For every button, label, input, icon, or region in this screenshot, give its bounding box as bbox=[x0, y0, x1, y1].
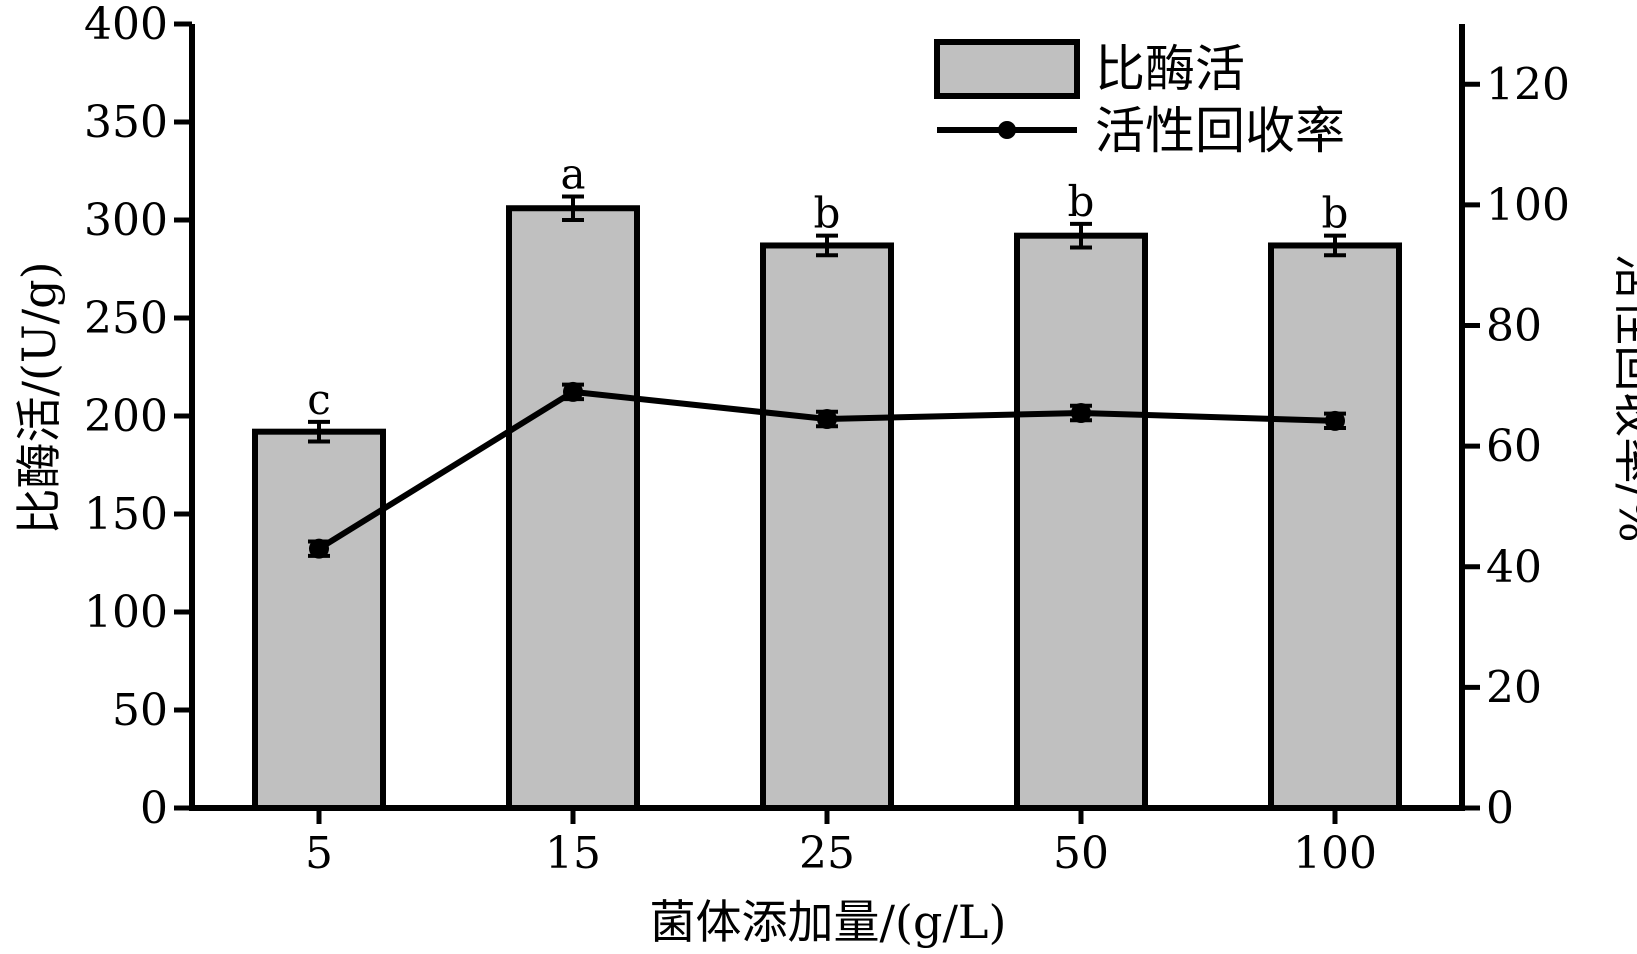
bar-50 bbox=[1014, 232, 1148, 811]
bar-15 bbox=[506, 205, 640, 812]
ticks-layer: 0 50 100 150 200 250 300 350 400 0 20 40 60 80 100 120 5… bbox=[84, 0, 1570, 879]
y2-axis-title: 活性回收率/% bbox=[1609, 253, 1637, 542]
bar-5 bbox=[252, 428, 386, 811]
x-tick-label-15: 15 bbox=[545, 828, 601, 879]
y2-tick-label-120: 120 bbox=[1486, 59, 1570, 110]
recovery-point-25 bbox=[817, 409, 837, 430]
y2-tick-label-60: 60 bbox=[1486, 421, 1542, 472]
x-tick-label-25: 25 bbox=[799, 828, 855, 879]
y-tick-label-200: 200 bbox=[84, 391, 168, 442]
bars-layer: c a b b b bbox=[252, 149, 1402, 812]
legend-line-marker bbox=[998, 121, 1016, 139]
significance-label-15: a bbox=[560, 149, 585, 198]
y2-tick-label-80: 80 bbox=[1486, 301, 1542, 352]
bar-25 bbox=[760, 242, 894, 812]
bar-100 bbox=[1268, 242, 1402, 812]
x-tick-label-5: 5 bbox=[305, 828, 333, 879]
significance-label-50: b bbox=[1068, 177, 1095, 226]
legend-line-label: 活性回收率 bbox=[1095, 102, 1345, 160]
significance-label-100: b bbox=[1322, 189, 1349, 238]
y2-tick-label-20: 20 bbox=[1486, 662, 1542, 713]
recovery-point-15 bbox=[563, 381, 583, 402]
recovery-point-5 bbox=[309, 538, 329, 559]
y2-tick-label-0: 0 bbox=[1486, 783, 1514, 834]
legend: 比酶活 活性回收率 bbox=[934, 39, 1345, 160]
y-tick-label-400: 400 bbox=[84, 0, 168, 50]
line-layer bbox=[308, 381, 1346, 559]
legend-bar-label: 比酶活 bbox=[1095, 40, 1245, 98]
y2-tick-label-100: 100 bbox=[1486, 180, 1570, 231]
x-axis-title: 菌体添加量/(g/L) bbox=[650, 895, 1007, 949]
y-tick-label-350: 350 bbox=[84, 97, 168, 148]
y-tick-label-150: 150 bbox=[84, 489, 168, 540]
y-tick-label-50: 50 bbox=[112, 685, 168, 736]
recovery-point-100 bbox=[1325, 410, 1345, 431]
y-tick-label-250: 250 bbox=[84, 293, 168, 344]
legend-bar-swatch bbox=[934, 39, 1080, 99]
x-tick-label-100: 100 bbox=[1293, 828, 1377, 879]
y-tick-label-0: 0 bbox=[140, 783, 168, 834]
y-tick-label-100: 100 bbox=[84, 587, 168, 638]
y-axis-title: 比酶活/(U/g) bbox=[12, 261, 66, 534]
recovery-point-50 bbox=[1071, 402, 1091, 423]
significance-label-5: c bbox=[307, 375, 331, 424]
significance-label-25: b bbox=[814, 189, 841, 238]
y2-tick-label-40: 40 bbox=[1486, 542, 1542, 593]
y-tick-label-300: 300 bbox=[84, 195, 168, 246]
x-tick-label-50: 50 bbox=[1053, 828, 1109, 879]
